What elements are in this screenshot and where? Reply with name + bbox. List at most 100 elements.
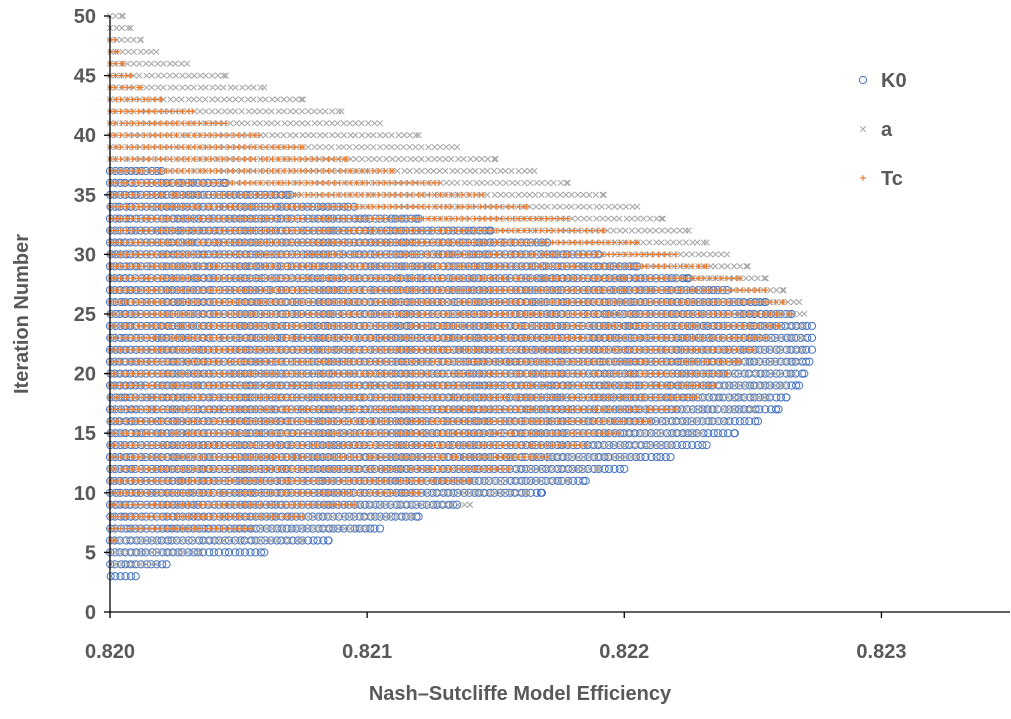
k0-point xyxy=(370,524,379,533)
k0-point xyxy=(579,452,588,462)
k0-point xyxy=(735,381,744,390)
k0-point xyxy=(531,464,540,474)
k0-point xyxy=(740,381,750,390)
k0-point xyxy=(699,429,708,438)
k0-point xyxy=(381,512,391,521)
k0-point xyxy=(735,405,744,414)
k0-point xyxy=(131,572,140,581)
k0-point xyxy=(147,536,156,545)
k0-point xyxy=(500,476,510,485)
k0-point xyxy=(506,476,515,485)
k0-point xyxy=(694,405,703,414)
k0-point xyxy=(800,369,809,378)
k0-point xyxy=(412,500,421,509)
k0-point xyxy=(702,441,711,450)
a-point xyxy=(484,489,491,496)
k0-point xyxy=(392,500,401,509)
k0-point xyxy=(532,488,541,497)
k0-point xyxy=(657,417,666,426)
k0-point xyxy=(449,500,458,509)
k0-point xyxy=(772,369,781,378)
k0-point xyxy=(771,357,780,366)
k0-point xyxy=(396,500,405,509)
k0-point xyxy=(266,536,275,545)
k0-point xyxy=(184,536,193,545)
k0-point xyxy=(251,536,260,545)
k0-point xyxy=(795,381,804,390)
k0-point xyxy=(615,464,624,474)
k0-point xyxy=(298,536,307,545)
k0-point xyxy=(319,536,328,545)
k0-point xyxy=(542,476,551,485)
k0-point xyxy=(235,548,244,557)
k0-point xyxy=(303,524,312,533)
a-point xyxy=(137,561,144,568)
k0-point xyxy=(387,512,396,521)
k0-point xyxy=(620,464,629,474)
a-point xyxy=(617,441,624,449)
k0-point xyxy=(807,321,817,331)
k0-point xyxy=(282,536,292,545)
k0-point xyxy=(798,369,807,378)
k0-point xyxy=(656,429,665,438)
k0-point xyxy=(184,548,193,557)
k0-point xyxy=(725,381,734,390)
k0-point xyxy=(214,548,223,557)
k0-point xyxy=(620,441,629,450)
k0-point xyxy=(599,441,608,450)
k0-point xyxy=(531,476,541,485)
k0-point xyxy=(615,441,624,450)
a-point xyxy=(137,537,144,544)
k0-point xyxy=(453,488,463,497)
a-point xyxy=(665,430,672,437)
k0-point xyxy=(682,441,691,450)
k0-point xyxy=(106,572,115,581)
k0-point xyxy=(730,429,739,438)
k0-point xyxy=(589,452,599,462)
k0-point xyxy=(407,500,416,509)
k0-point xyxy=(256,548,266,557)
k0-point xyxy=(459,488,469,497)
k0-point xyxy=(340,512,349,521)
k0-point xyxy=(776,357,785,366)
k0-point xyxy=(251,548,260,557)
k0-point xyxy=(590,464,599,474)
k0-point xyxy=(323,512,332,521)
k0-point xyxy=(313,536,322,545)
k0-point xyxy=(584,464,593,474)
k0-point xyxy=(569,476,578,485)
a-point xyxy=(545,477,552,485)
a-point xyxy=(755,394,762,401)
a-point xyxy=(742,382,749,389)
k0-point xyxy=(465,488,474,497)
k0-point xyxy=(314,524,323,533)
k0-point xyxy=(761,357,770,366)
k0-point xyxy=(765,393,774,402)
k0-point xyxy=(324,536,333,545)
a-point xyxy=(118,561,125,568)
a-point xyxy=(142,549,149,556)
k0-point xyxy=(188,536,197,545)
k0-point xyxy=(688,429,697,438)
k0-point xyxy=(303,536,313,545)
a-point xyxy=(766,382,773,389)
k0-point xyxy=(594,464,603,474)
a-point xyxy=(497,477,504,485)
k0-point xyxy=(771,381,780,390)
k0-point xyxy=(267,524,276,533)
k0-point xyxy=(215,536,224,545)
k0-point xyxy=(194,536,204,545)
k0-point xyxy=(751,417,760,426)
k0-point xyxy=(309,536,318,545)
k0-point xyxy=(417,500,427,509)
k0-point xyxy=(308,512,317,521)
a-point xyxy=(424,489,431,496)
k0-point xyxy=(314,512,323,521)
k0-point xyxy=(537,464,546,474)
k0-point xyxy=(146,560,156,569)
k0-point xyxy=(730,381,739,390)
k0-point xyxy=(521,464,531,474)
k0-point xyxy=(209,548,218,557)
